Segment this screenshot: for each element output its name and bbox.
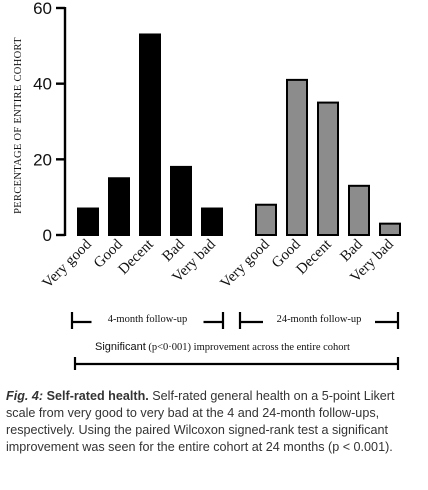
group-label: 4-month follow-up [108,314,188,325]
bar-24m-very-bad [379,222,401,236]
significance-detail: (p<0·001) improvement across the entire … [146,342,350,353]
caption-text: Self-rated general health on a 5-point L… [6,389,395,454]
bar-24m-good [286,78,308,236]
bars [77,33,401,237]
x-tick-label: Decent [115,236,157,278]
y-axis-label: PERCENTAGE OF ENTIRE COHORT [13,37,24,214]
y-axis: 0 20 40 60 [33,0,67,245]
significance-bracket: Significant (p<0·001) improvement across… [73,336,400,370]
significance-annotation: Significant (p<0·001) improvement across… [95,341,350,353]
bar-4m-decent [139,33,161,236]
bar-4m-good [108,177,130,236]
bar-4m-very-bad [201,207,223,236]
x-tick-label: Decent [293,236,335,278]
y-tick-label: 20 [33,150,52,169]
caption-label: Fig. 4: [6,389,44,403]
figure-caption: Fig. 4: Self-rated health. Self-rated ge… [6,388,422,456]
bar-24m-decent [317,101,339,237]
group-label: 24-month follow-up [277,314,362,325]
y-tick-label: 0 [43,226,52,245]
significance-word: Significant [95,341,146,353]
x-tick-label: Very good [218,236,274,292]
caption-title: Self-rated health. [46,389,149,403]
bar-24m-very-good [255,203,277,237]
significance-bracket-line [73,357,400,370]
y-tick-label: 60 [33,0,52,18]
bar-24m-bad [348,184,370,236]
y-tick-label: 40 [33,75,52,94]
group-brackets: 4-month follow-up 24-month follow-up [70,310,400,329]
bar-4m-very-good [77,207,99,236]
bar-chart: 0 20 40 60 PERCENTAGE OF ENTIRE COHORT Very… [13,0,401,370]
bar-4m-bad [170,165,192,236]
